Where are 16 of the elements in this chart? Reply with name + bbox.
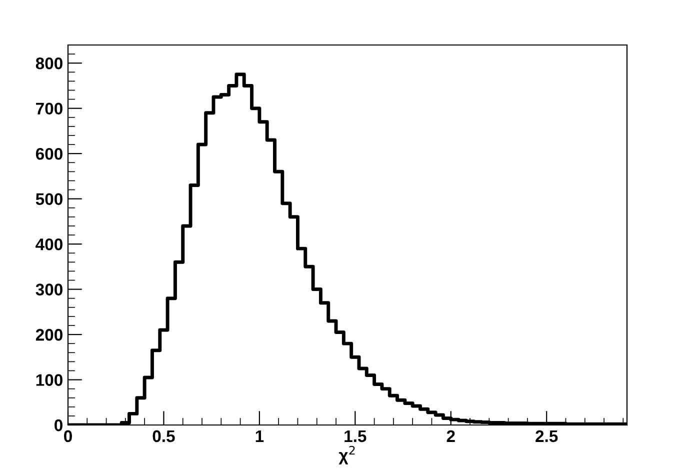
y-tick-label: 400: [36, 238, 62, 250]
y-tick-label: 600: [36, 148, 62, 160]
x-tick-label: 0: [64, 430, 72, 442]
x-tick-label: 2.5: [536, 430, 558, 442]
y-tick-label: 800: [36, 57, 62, 70]
y-tick-label: 500: [36, 193, 62, 206]
y-tick-label: 200: [36, 328, 62, 341]
y-tick-label: 100: [36, 374, 62, 386]
y-tick-label: 700: [36, 102, 62, 115]
x-tick-label: 0.5: [152, 430, 175, 442]
x-tick-label: 2: [446, 430, 455, 442]
x-axis-title: χ$^{2}$: [338, 446, 355, 464]
y-tick-label: 0: [54, 419, 62, 432]
x-tick-label: 1: [256, 430, 264, 442]
y-tick-label: 300: [36, 284, 62, 296]
x-tick-label: 1.5: [344, 430, 366, 442]
